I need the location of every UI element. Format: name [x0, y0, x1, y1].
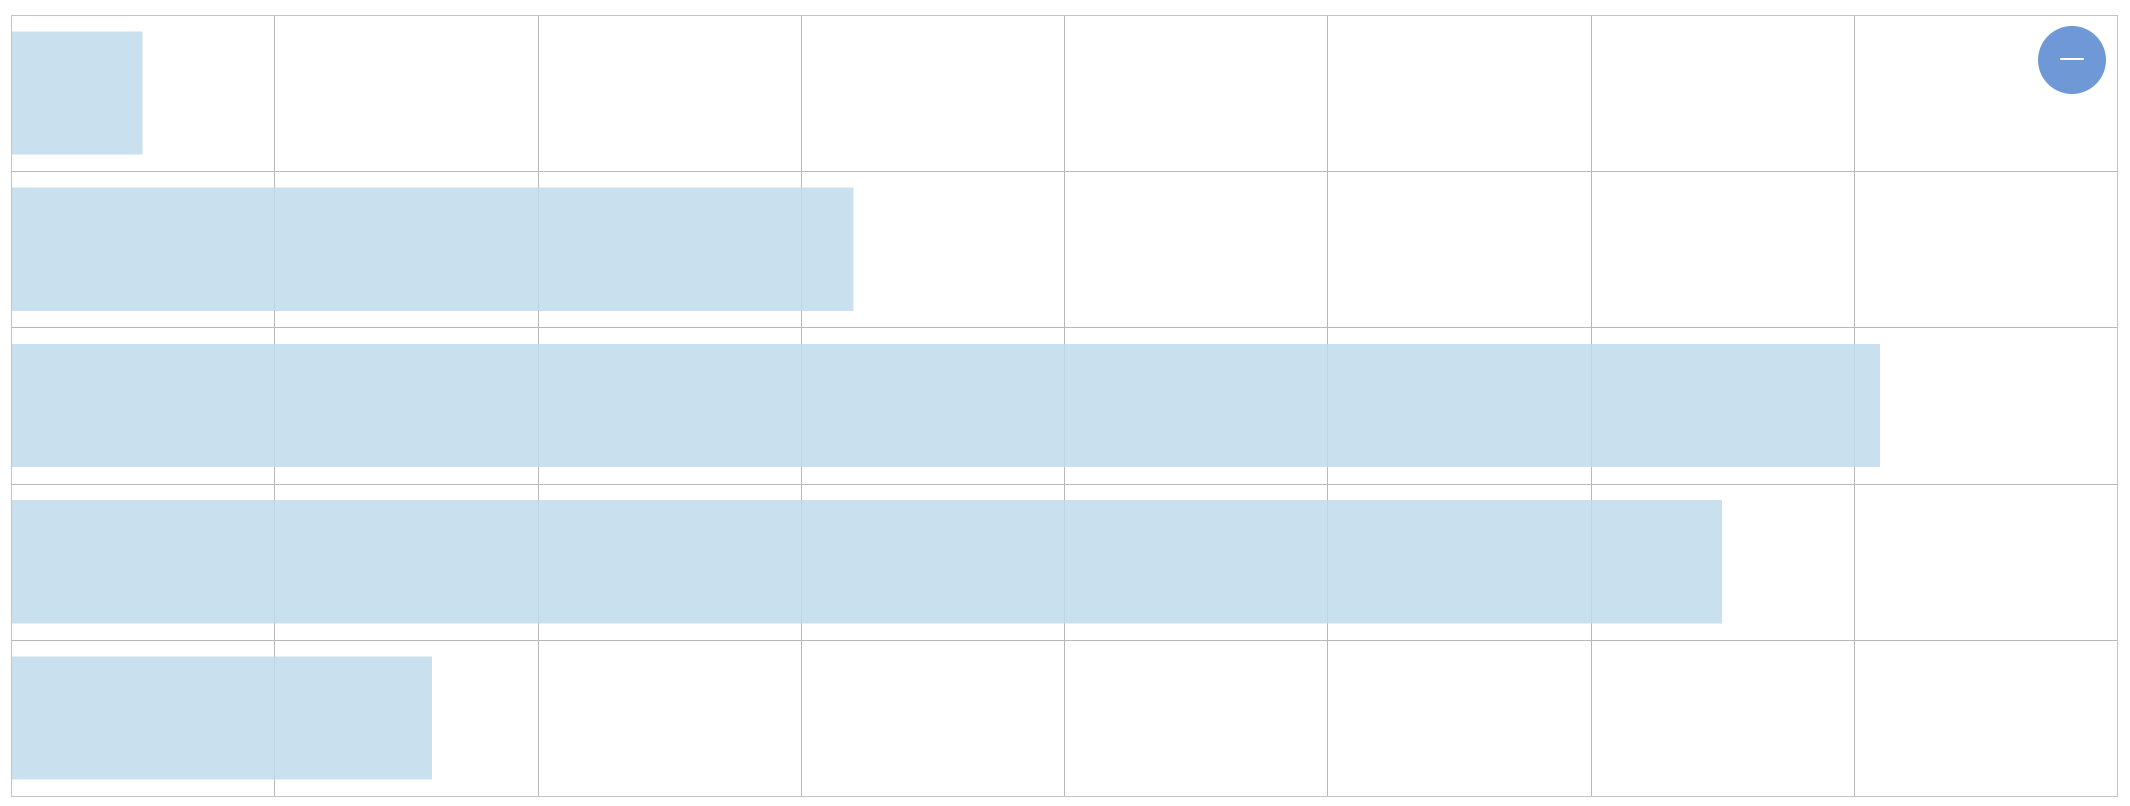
bars-layer: [11, 31, 1881, 780]
bar: [11, 500, 1723, 624]
zoom-out-button[interactable]: [2038, 26, 2106, 94]
plot-frame: [10, 14, 2119, 798]
bar: [11, 343, 1881, 468]
bar: [11, 187, 854, 311]
bar: [11, 31, 143, 155]
bar: [11, 656, 433, 780]
